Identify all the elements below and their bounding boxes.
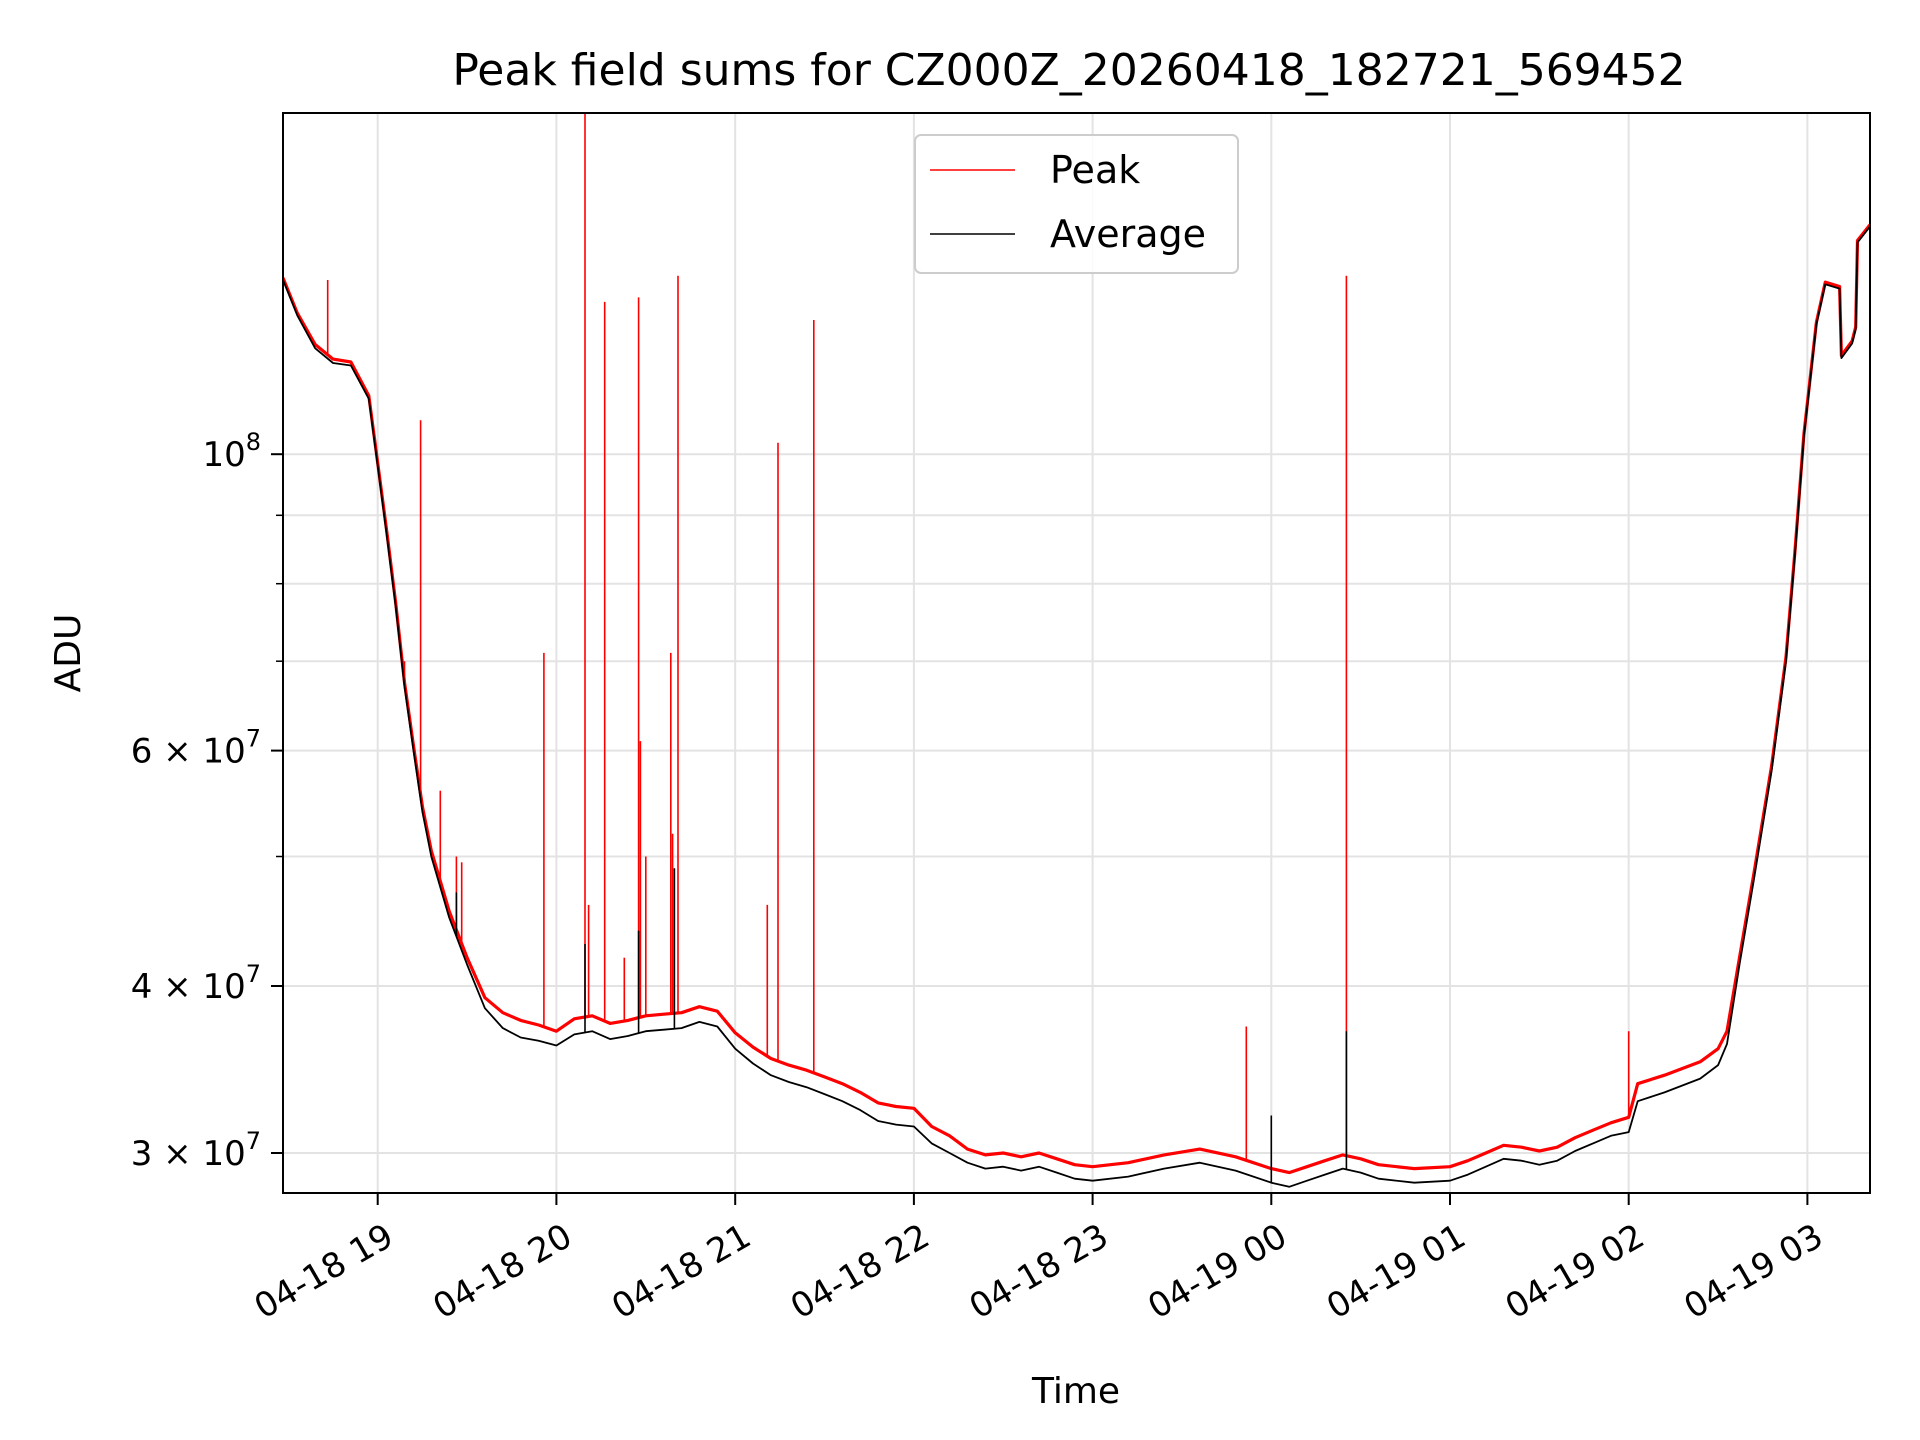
- plot-series: [283, 113, 1870, 1188]
- grid: [283, 113, 1870, 1193]
- y-tick-label: 4 × 107: [131, 960, 261, 1007]
- y-tick-label: 108: [202, 428, 261, 475]
- y-axis-label: ADU: [48, 614, 89, 693]
- x-axis-label: Time: [1031, 1371, 1120, 1412]
- series-line-peak: [283, 223, 1870, 1175]
- chart-title: Peak field sums for CZ000Z_20260418_1827…: [452, 45, 1685, 96]
- y-tick-label: 6 × 107: [131, 725, 261, 772]
- y-tick-label: 3 × 107: [131, 1127, 261, 1174]
- legend-label-peak: Peak: [1050, 148, 1140, 192]
- legend-label-average: Average: [1050, 212, 1206, 256]
- plot-frame: [282, 112, 1871, 1194]
- legend: Peak Average: [914, 134, 1239, 274]
- series-line-average: [283, 226, 1870, 1188]
